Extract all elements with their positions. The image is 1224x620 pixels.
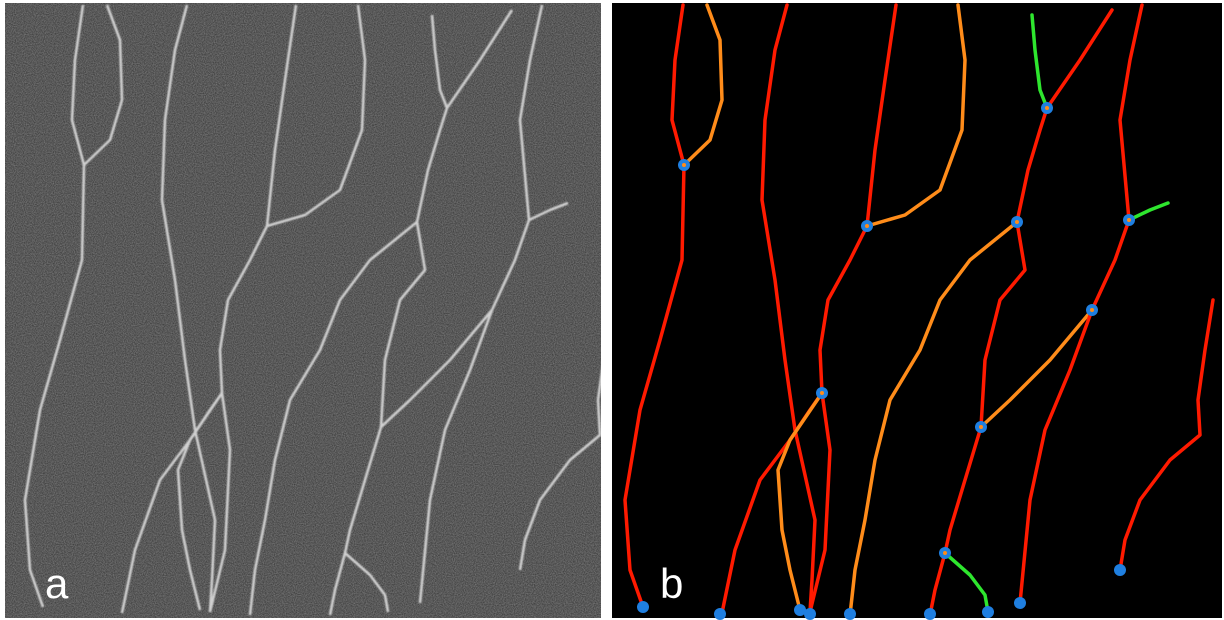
page: a xyxy=(0,0,1224,620)
node-dot xyxy=(979,425,983,429)
panel-b: b xyxy=(612,3,1222,620)
node-dot xyxy=(943,551,947,555)
panel-a: a xyxy=(5,3,613,618)
node-dot xyxy=(714,608,726,620)
node-dot xyxy=(1014,597,1026,609)
node-dot xyxy=(637,601,649,613)
image-texture xyxy=(5,3,601,618)
node-dot xyxy=(1090,308,1094,312)
node-dot xyxy=(865,224,869,228)
node-dot xyxy=(1127,218,1131,222)
node-dot xyxy=(682,163,686,167)
figure: a xyxy=(0,0,1224,620)
node-dot xyxy=(1045,106,1049,110)
node-dot xyxy=(924,608,936,620)
panel-label: b xyxy=(660,560,683,607)
node-dot xyxy=(1114,564,1126,576)
node-dot xyxy=(804,608,816,620)
node-dot xyxy=(844,608,856,620)
panel-label: a xyxy=(45,560,69,607)
node-dot xyxy=(820,391,824,395)
node-dot xyxy=(1015,220,1019,224)
node-dot xyxy=(982,606,994,618)
